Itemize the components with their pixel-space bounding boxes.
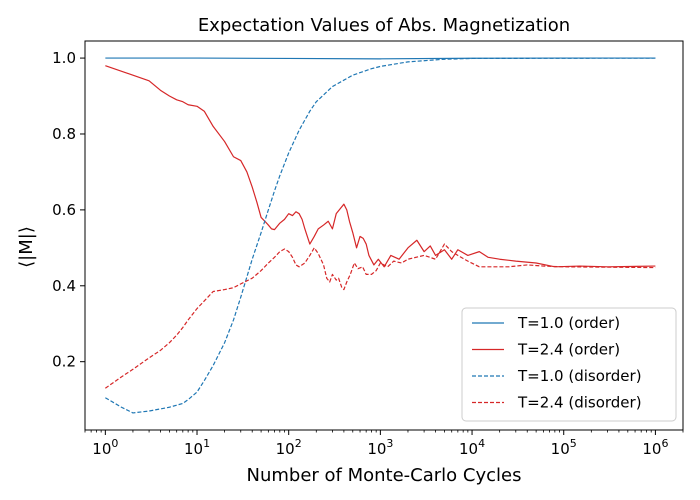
- y-tick-label-1: 0.4: [52, 277, 76, 295]
- series-line-3: [104, 243, 656, 389]
- plot-frame: [84, 40, 684, 431]
- x-tick-label-0: 100: [92, 437, 118, 458]
- x-axis-title: Number of Monte-Carlo Cycles: [247, 465, 522, 486]
- x-tick-label-6: 106: [642, 437, 668, 458]
- legend-label-0: T=1.0 (order): [517, 314, 620, 332]
- x-tick-label-3: 103: [367, 437, 393, 458]
- y-tick-label-0: 0.2: [52, 353, 76, 371]
- y-tick-label-4: 1.0: [52, 49, 76, 67]
- x-tick-label-5: 105: [551, 437, 577, 458]
- tick-layer: 100 101 102 103 104 105 106 0.2 0.4 0.6 0.8 1.0: [52, 49, 684, 458]
- x-tick-label-2: 102: [276, 437, 302, 458]
- legend-label-1: T=2.4 (order): [517, 341, 620, 359]
- legend-label-2: T=1.0 (disorder): [517, 367, 642, 385]
- y-axis-title: ⟨|M|⟩: [16, 226, 37, 268]
- chart-title: Expectation Values of Abs. Magnetization: [198, 15, 570, 36]
- legend-label-3: T=2.4 (disorder): [517, 394, 642, 412]
- series-line-2: [105, 57, 656, 414]
- y-tick-label-3: 0.8: [52, 125, 76, 143]
- y-tick-label-2: 0.6: [52, 201, 76, 219]
- x-tick-label-4: 104: [459, 437, 485, 458]
- legend-box: [461, 307, 677, 422]
- series-layer: [104, 57, 656, 414]
- series-line-1: [105, 65, 656, 268]
- x-tick-label-1: 101: [184, 437, 210, 458]
- legend: T=1.0 (order) T=2.4 (order) T=1.0 (disorde…: [461, 307, 677, 422]
